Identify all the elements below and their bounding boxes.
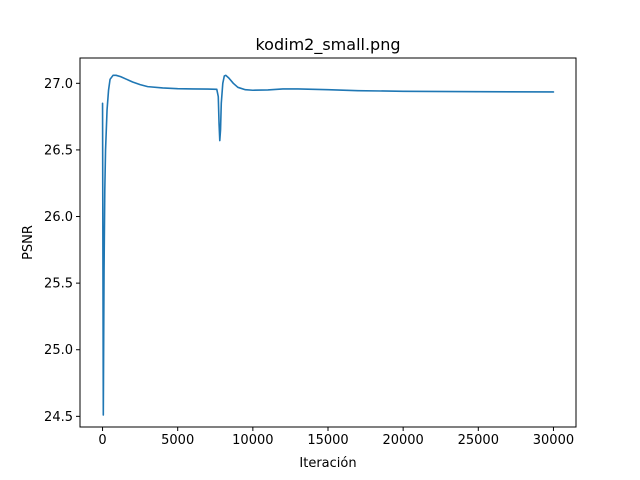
y-axis-ticks: 24.5 25.0 25.5 26.0 26.5 27.0 [44,77,80,425]
x-tick-label: 15000 [307,433,348,448]
x-axis-ticks: 0 5000 10000 15000 20000 25000 30000 [98,427,574,448]
y-tick-label: 26.5 [44,143,73,158]
y-tick-label: 25.5 [44,277,73,292]
chart-title: kodim2_small.png [255,35,400,55]
y-tick-label: 26.0 [44,210,73,225]
plot-frame [79,57,577,428]
x-tick-label: 10000 [232,433,273,448]
y-tick-label: 25.0 [44,343,73,358]
series-line-0 [101,74,555,416]
x-tick-label: 30000 [533,433,574,448]
x-axis-label: Iteración [299,456,356,471]
y-axis-label: PSNR [21,225,36,260]
x-tick-label: 0 [98,433,106,448]
series-layer [101,74,555,416]
y-tick-label: 24.5 [44,410,73,425]
x-tick-label: 5000 [161,433,194,448]
x-tick-label: 25000 [458,433,499,448]
x-tick-label: 20000 [382,433,423,448]
plot-area [80,58,576,427]
y-tick-label: 27.0 [44,77,73,92]
